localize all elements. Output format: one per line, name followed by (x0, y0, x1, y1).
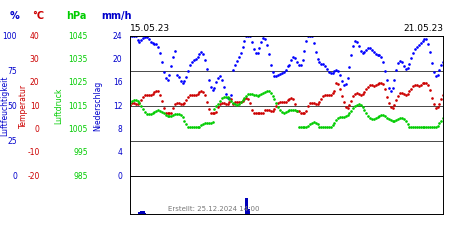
Text: 16: 16 (113, 78, 122, 88)
Bar (140, 210, 143, 214)
Text: -20: -20 (27, 172, 40, 181)
Text: 50: 50 (7, 102, 17, 111)
Text: 20: 20 (113, 55, 122, 64)
Text: °C: °C (32, 11, 45, 21)
Text: 100: 100 (3, 32, 17, 41)
Text: 1015: 1015 (68, 102, 88, 111)
Text: 0: 0 (35, 125, 40, 134)
Text: Luftdruck: Luftdruck (54, 88, 63, 124)
Text: Temperatur: Temperatur (19, 84, 28, 128)
Bar (144, 212, 146, 214)
Text: 25: 25 (8, 137, 17, 146)
Text: 21.05.23: 21.05.23 (403, 24, 443, 34)
Text: -10: -10 (27, 148, 40, 158)
Text: 20: 20 (30, 78, 40, 88)
Bar (142, 212, 144, 214)
Text: 8: 8 (117, 125, 122, 134)
Text: %: % (10, 11, 20, 21)
Text: 40: 40 (30, 32, 40, 41)
Text: 1035: 1035 (68, 55, 88, 64)
Bar (138, 212, 141, 214)
Text: 0: 0 (117, 172, 122, 181)
Bar (245, 198, 248, 214)
Text: 30: 30 (30, 55, 40, 64)
Text: 24: 24 (113, 32, 122, 41)
Text: 0: 0 (12, 172, 17, 181)
Text: 985: 985 (73, 172, 88, 181)
Text: 12: 12 (113, 102, 122, 111)
Text: 4: 4 (117, 148, 122, 158)
Text: Erstellt: 25.12.2024 14:00: Erstellt: 25.12.2024 14:00 (168, 206, 259, 212)
Text: Luftfeuchtigkeit: Luftfeuchtigkeit (0, 76, 9, 136)
Text: 75: 75 (7, 67, 17, 76)
Text: Niederschlag: Niederschlag (94, 81, 103, 132)
Text: 15.05.23: 15.05.23 (130, 24, 170, 34)
Bar (247, 209, 250, 214)
Text: 1025: 1025 (68, 78, 88, 88)
Text: 10: 10 (30, 102, 40, 111)
Text: 995: 995 (73, 148, 88, 158)
Text: 1045: 1045 (68, 32, 88, 41)
Text: mm/h: mm/h (101, 11, 132, 21)
Text: hPa: hPa (67, 11, 87, 21)
Text: 1005: 1005 (68, 125, 88, 134)
